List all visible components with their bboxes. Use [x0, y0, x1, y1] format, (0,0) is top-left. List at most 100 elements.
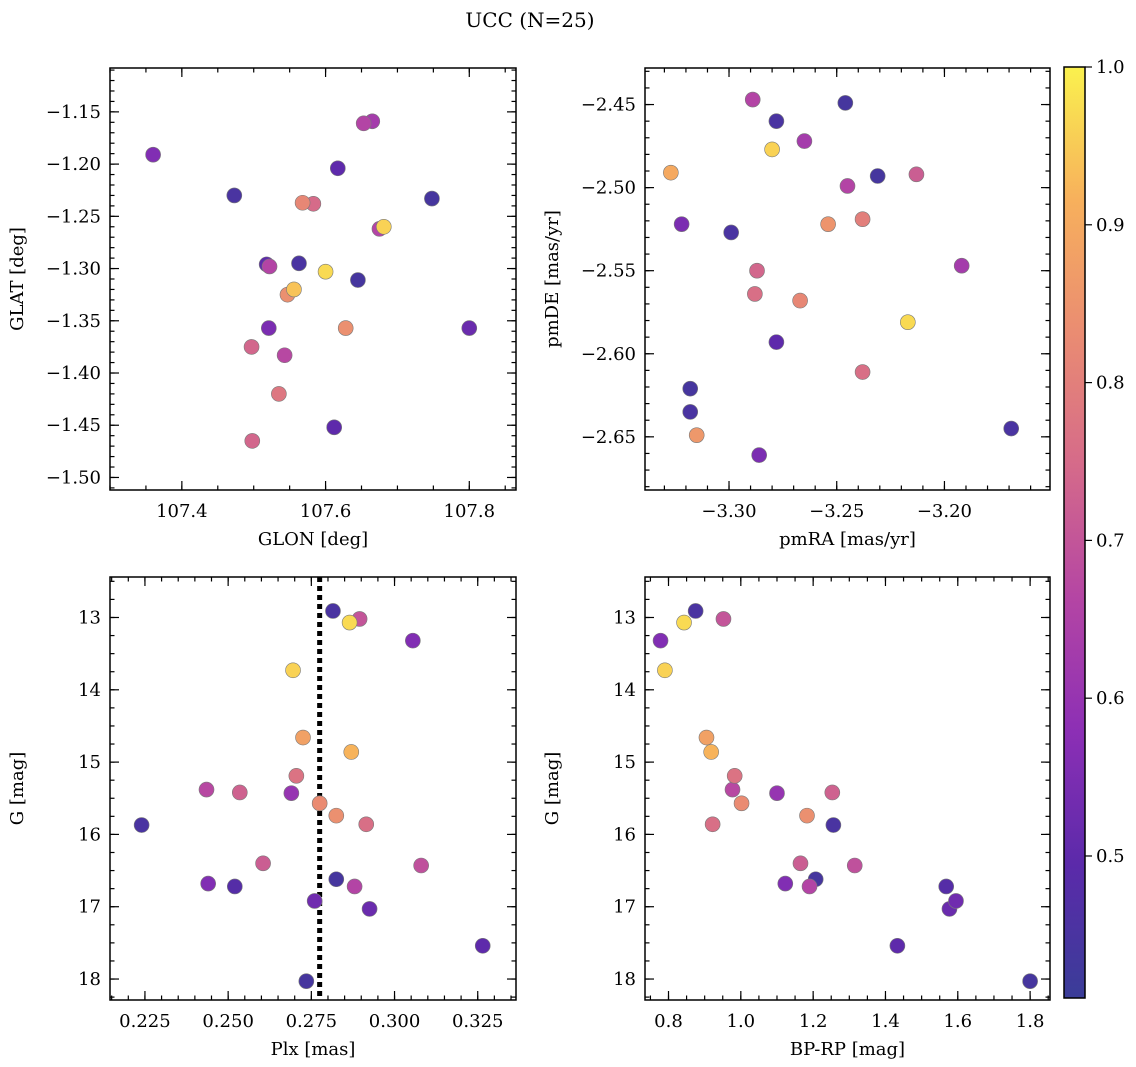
- data-point: [792, 292, 808, 309]
- colorbar-gradient: [1064, 67, 1085, 998]
- data-point: [682, 380, 699, 397]
- data-point: [768, 113, 785, 129]
- data-point: [726, 768, 743, 784]
- data-point: [948, 893, 964, 909]
- colorbar-tick-label: 0.9: [1096, 215, 1125, 236]
- data-point: [424, 190, 440, 207]
- data-point: [311, 795, 328, 812]
- plot-area: [110, 68, 516, 490]
- data-point: [825, 817, 842, 833]
- cmd-panel: 0.8 1.0 1.2 1.4 1.6 1.8 13 14 15 16 17 18 BP-RP [mag…: [542, 576, 1051, 1060]
- data-point: [243, 339, 260, 355]
- data-point: [261, 320, 277, 336]
- data-point: [751, 447, 767, 463]
- y-tick-label: −2.50: [581, 178, 636, 199]
- data-point: [723, 224, 739, 241]
- data-point: [663, 164, 679, 181]
- data-point: [703, 744, 719, 760]
- y-tick-label: 17: [613, 897, 636, 918]
- y-tick-label: −1.45: [46, 415, 101, 436]
- data-point: [953, 257, 970, 274]
- plot-area: [645, 68, 1050, 490]
- plot-area: [645, 577, 1050, 1000]
- y-tick-label: −2.60: [581, 344, 636, 365]
- data-point: [764, 141, 780, 158]
- x-tick-label: 1.6: [943, 1011, 972, 1032]
- data-point: [749, 262, 765, 279]
- data-point: [792, 855, 809, 872]
- x-tick-label: 107.8: [444, 501, 496, 522]
- data-point: [291, 255, 307, 272]
- data-point: [839, 178, 856, 194]
- data-point: [777, 875, 794, 892]
- data-point: [413, 857, 429, 874]
- y-tick-label: −1.30: [46, 259, 101, 280]
- data-point: [261, 258, 278, 275]
- x-tick-label: 0.250: [202, 1011, 254, 1032]
- y-axis-label: GLAT [deg]: [7, 227, 28, 331]
- data-point: [328, 807, 345, 824]
- pm-panel: −3.30 −3.25 −3.20 −2.45 −2.50 −2.55 −2.60 −2.65…: [542, 67, 1051, 550]
- data-point: [295, 729, 311, 746]
- y-tick-label: −1.15: [46, 102, 101, 123]
- data-point: [733, 795, 750, 812]
- colorbar-frame: [1063, 66, 1086, 999]
- x-tick-label: −3.25: [809, 501, 864, 522]
- plot-area: [110, 577, 516, 1000]
- figure-title: UCC (N=25): [465, 8, 594, 32]
- x-axis-label: BP-RP [mag]: [790, 1039, 905, 1060]
- plx-g-panel: 0.225 0.250 0.275 0.300 0.325 13 14 15 16 17 18 Plx…: [7, 576, 517, 1060]
- data-point: [676, 614, 692, 631]
- x-tick-label: 1.8: [1016, 1011, 1045, 1032]
- x-tick-label: −3.20: [917, 501, 972, 522]
- data-point: [337, 320, 354, 336]
- y-tick-label: −1.25: [46, 206, 101, 227]
- axes-frame: [109, 576, 517, 1001]
- data-point: [768, 334, 785, 350]
- data-point: [769, 785, 785, 802]
- colorbar-tick-label: 1.0: [1096, 57, 1125, 78]
- y-tick-label: 13: [78, 607, 101, 628]
- data-point: [294, 194, 311, 211]
- data-point: [820, 216, 836, 232]
- y-tick-label: 18: [613, 969, 636, 990]
- data-point: [226, 187, 243, 204]
- y-tick-label: −2.55: [581, 261, 636, 282]
- x-axis-label: GLON [deg]: [258, 529, 368, 550]
- data-point: [375, 218, 392, 235]
- data-point: [688, 427, 705, 443]
- data-point: [682, 404, 699, 420]
- data-point: [889, 937, 906, 954]
- data-point: [704, 816, 721, 833]
- data-point: [854, 211, 871, 227]
- data-point: [350, 272, 366, 288]
- data-point: [824, 784, 841, 801]
- data-points: [145, 113, 478, 449]
- data-point: [908, 166, 925, 183]
- y-tick-label: 13: [613, 607, 636, 628]
- data-point: [799, 807, 815, 824]
- data-point: [244, 433, 261, 449]
- data-point: [747, 286, 763, 302]
- data-point: [657, 662, 673, 679]
- data-point: [341, 614, 358, 631]
- x-tick-label: 0.325: [452, 1011, 504, 1032]
- data-point: [288, 768, 305, 784]
- data-point: [355, 115, 372, 132]
- axes-frame: [644, 67, 1051, 491]
- x-tick-label: 1.2: [799, 1011, 828, 1032]
- data-point: [325, 603, 341, 619]
- data-point: [329, 160, 346, 177]
- data-point: [869, 168, 886, 184]
- data-point: [938, 878, 955, 895]
- data-point: [801, 878, 818, 895]
- data-points: [663, 91, 1020, 463]
- y-tick-label: −1.50: [46, 467, 101, 488]
- y-tick-label: 15: [78, 752, 101, 773]
- y-axis-label: G [mag]: [542, 752, 563, 825]
- x-axis-label: pmRA [mas/yr]: [779, 529, 916, 550]
- data-points: [652, 603, 1038, 990]
- data-point: [461, 320, 478, 336]
- x-tick-label: 0.8: [654, 1011, 683, 1032]
- data-point: [744, 91, 761, 108]
